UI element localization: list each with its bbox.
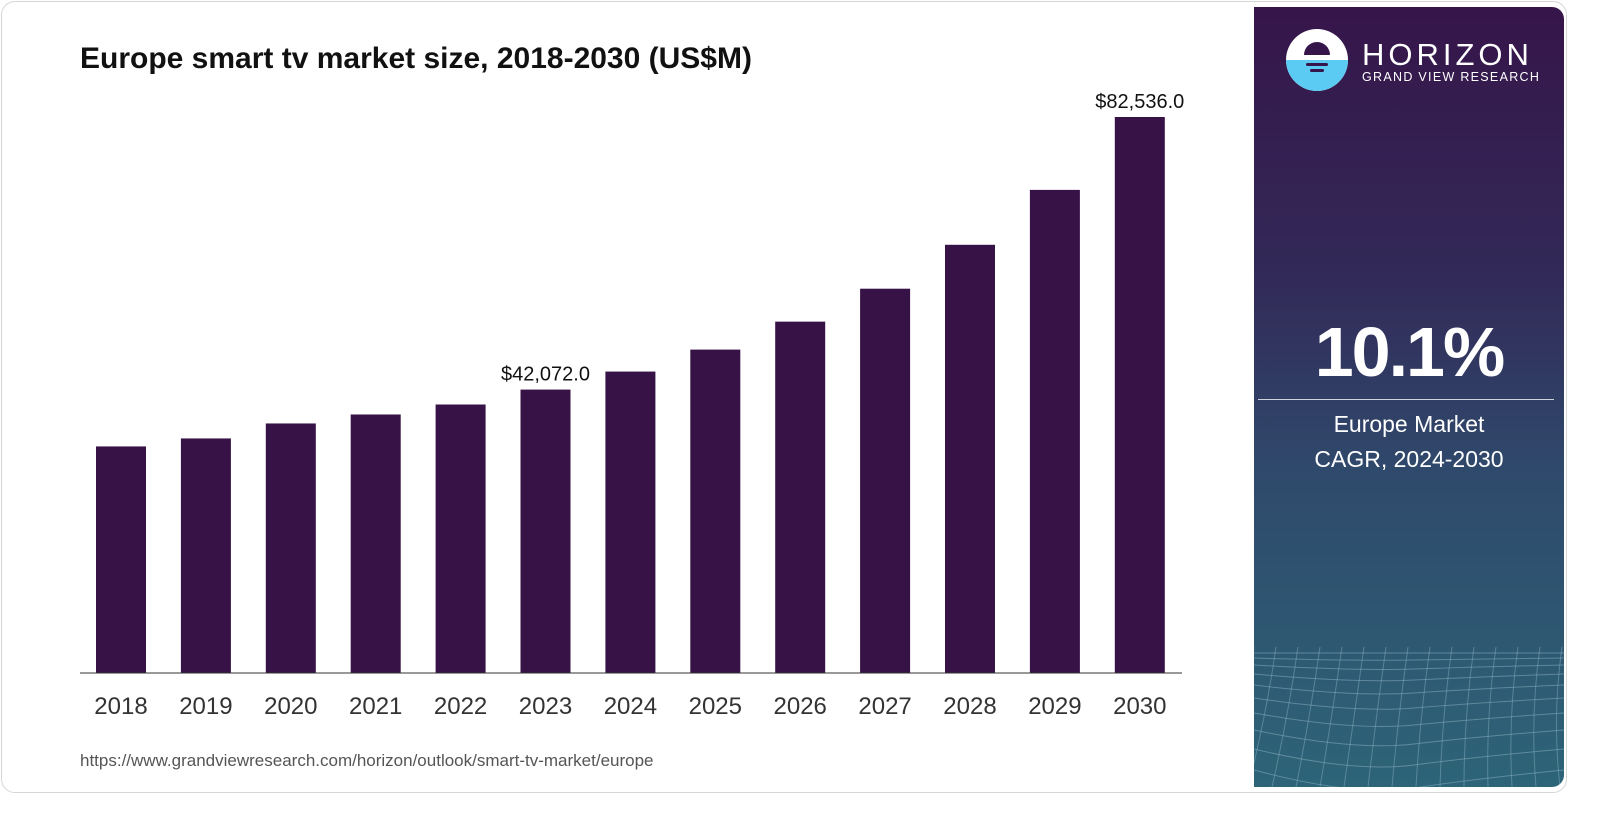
- bar-2020: [265, 423, 316, 673]
- side-panel: HORIZON GRAND VIEW RESEARCH 10.1% Europe…: [1254, 7, 1564, 787]
- bar-2021: [350, 414, 401, 673]
- bar-2030: [1114, 117, 1165, 673]
- divider: [1258, 399, 1554, 400]
- x-tick-label: 2027: [858, 693, 911, 720]
- horizon-logo-icon: [1286, 29, 1348, 91]
- bar-2028: [945, 244, 995, 674]
- x-tick-label: 2021: [349, 693, 402, 720]
- bar-2022: [435, 404, 486, 673]
- bar-2019: [180, 438, 231, 673]
- source-url[interactable]: https://www.grandviewresearch.com/horizo…: [80, 751, 654, 770]
- bar-2018: [96, 446, 146, 673]
- bar-2025: [690, 349, 741, 673]
- bar-2024: [605, 371, 656, 673]
- brand-name: HORIZON: [1362, 37, 1533, 72]
- x-tick-label: 2023: [519, 693, 572, 720]
- x-tick-label: 2020: [264, 693, 317, 720]
- x-tick-label: 2019: [179, 693, 232, 720]
- cagr-label-line1: Europe Market: [1333, 411, 1485, 437]
- bar-2026: [775, 321, 826, 673]
- x-tick-label: 2026: [774, 693, 827, 720]
- chart-title: Europe smart tv market size, 2018-2030 (…: [80, 42, 752, 75]
- x-tick-label: 2018: [94, 693, 147, 720]
- bar-chart: 2018 2019 2020 2021 2022 2023 $42,072.0 2024 202…: [80, 91, 1184, 720]
- x-tick-label: 2024: [604, 693, 657, 720]
- data-label: $42,072.0: [501, 364, 590, 386]
- cagr-value: 10.1%: [1314, 313, 1505, 391]
- x-tick-label: 2025: [689, 693, 742, 720]
- cagr-label-line2: CAGR, 2024-2030: [1314, 446, 1504, 472]
- bar-2029: [1029, 189, 1080, 674]
- x-tick-label: 2030: [1113, 693, 1166, 720]
- x-tick-label: 2029: [1028, 693, 1081, 720]
- brand-subtitle: GRAND VIEW RESEARCH: [1362, 70, 1541, 84]
- bar-2023: [520, 389, 571, 673]
- bar-2027: [860, 288, 911, 673]
- data-label: $82,536.0: [1095, 91, 1184, 113]
- x-tick-label: 2022: [434, 693, 487, 720]
- mesh-decoration: [1254, 647, 1564, 787]
- x-tick-label: 2028: [943, 693, 996, 720]
